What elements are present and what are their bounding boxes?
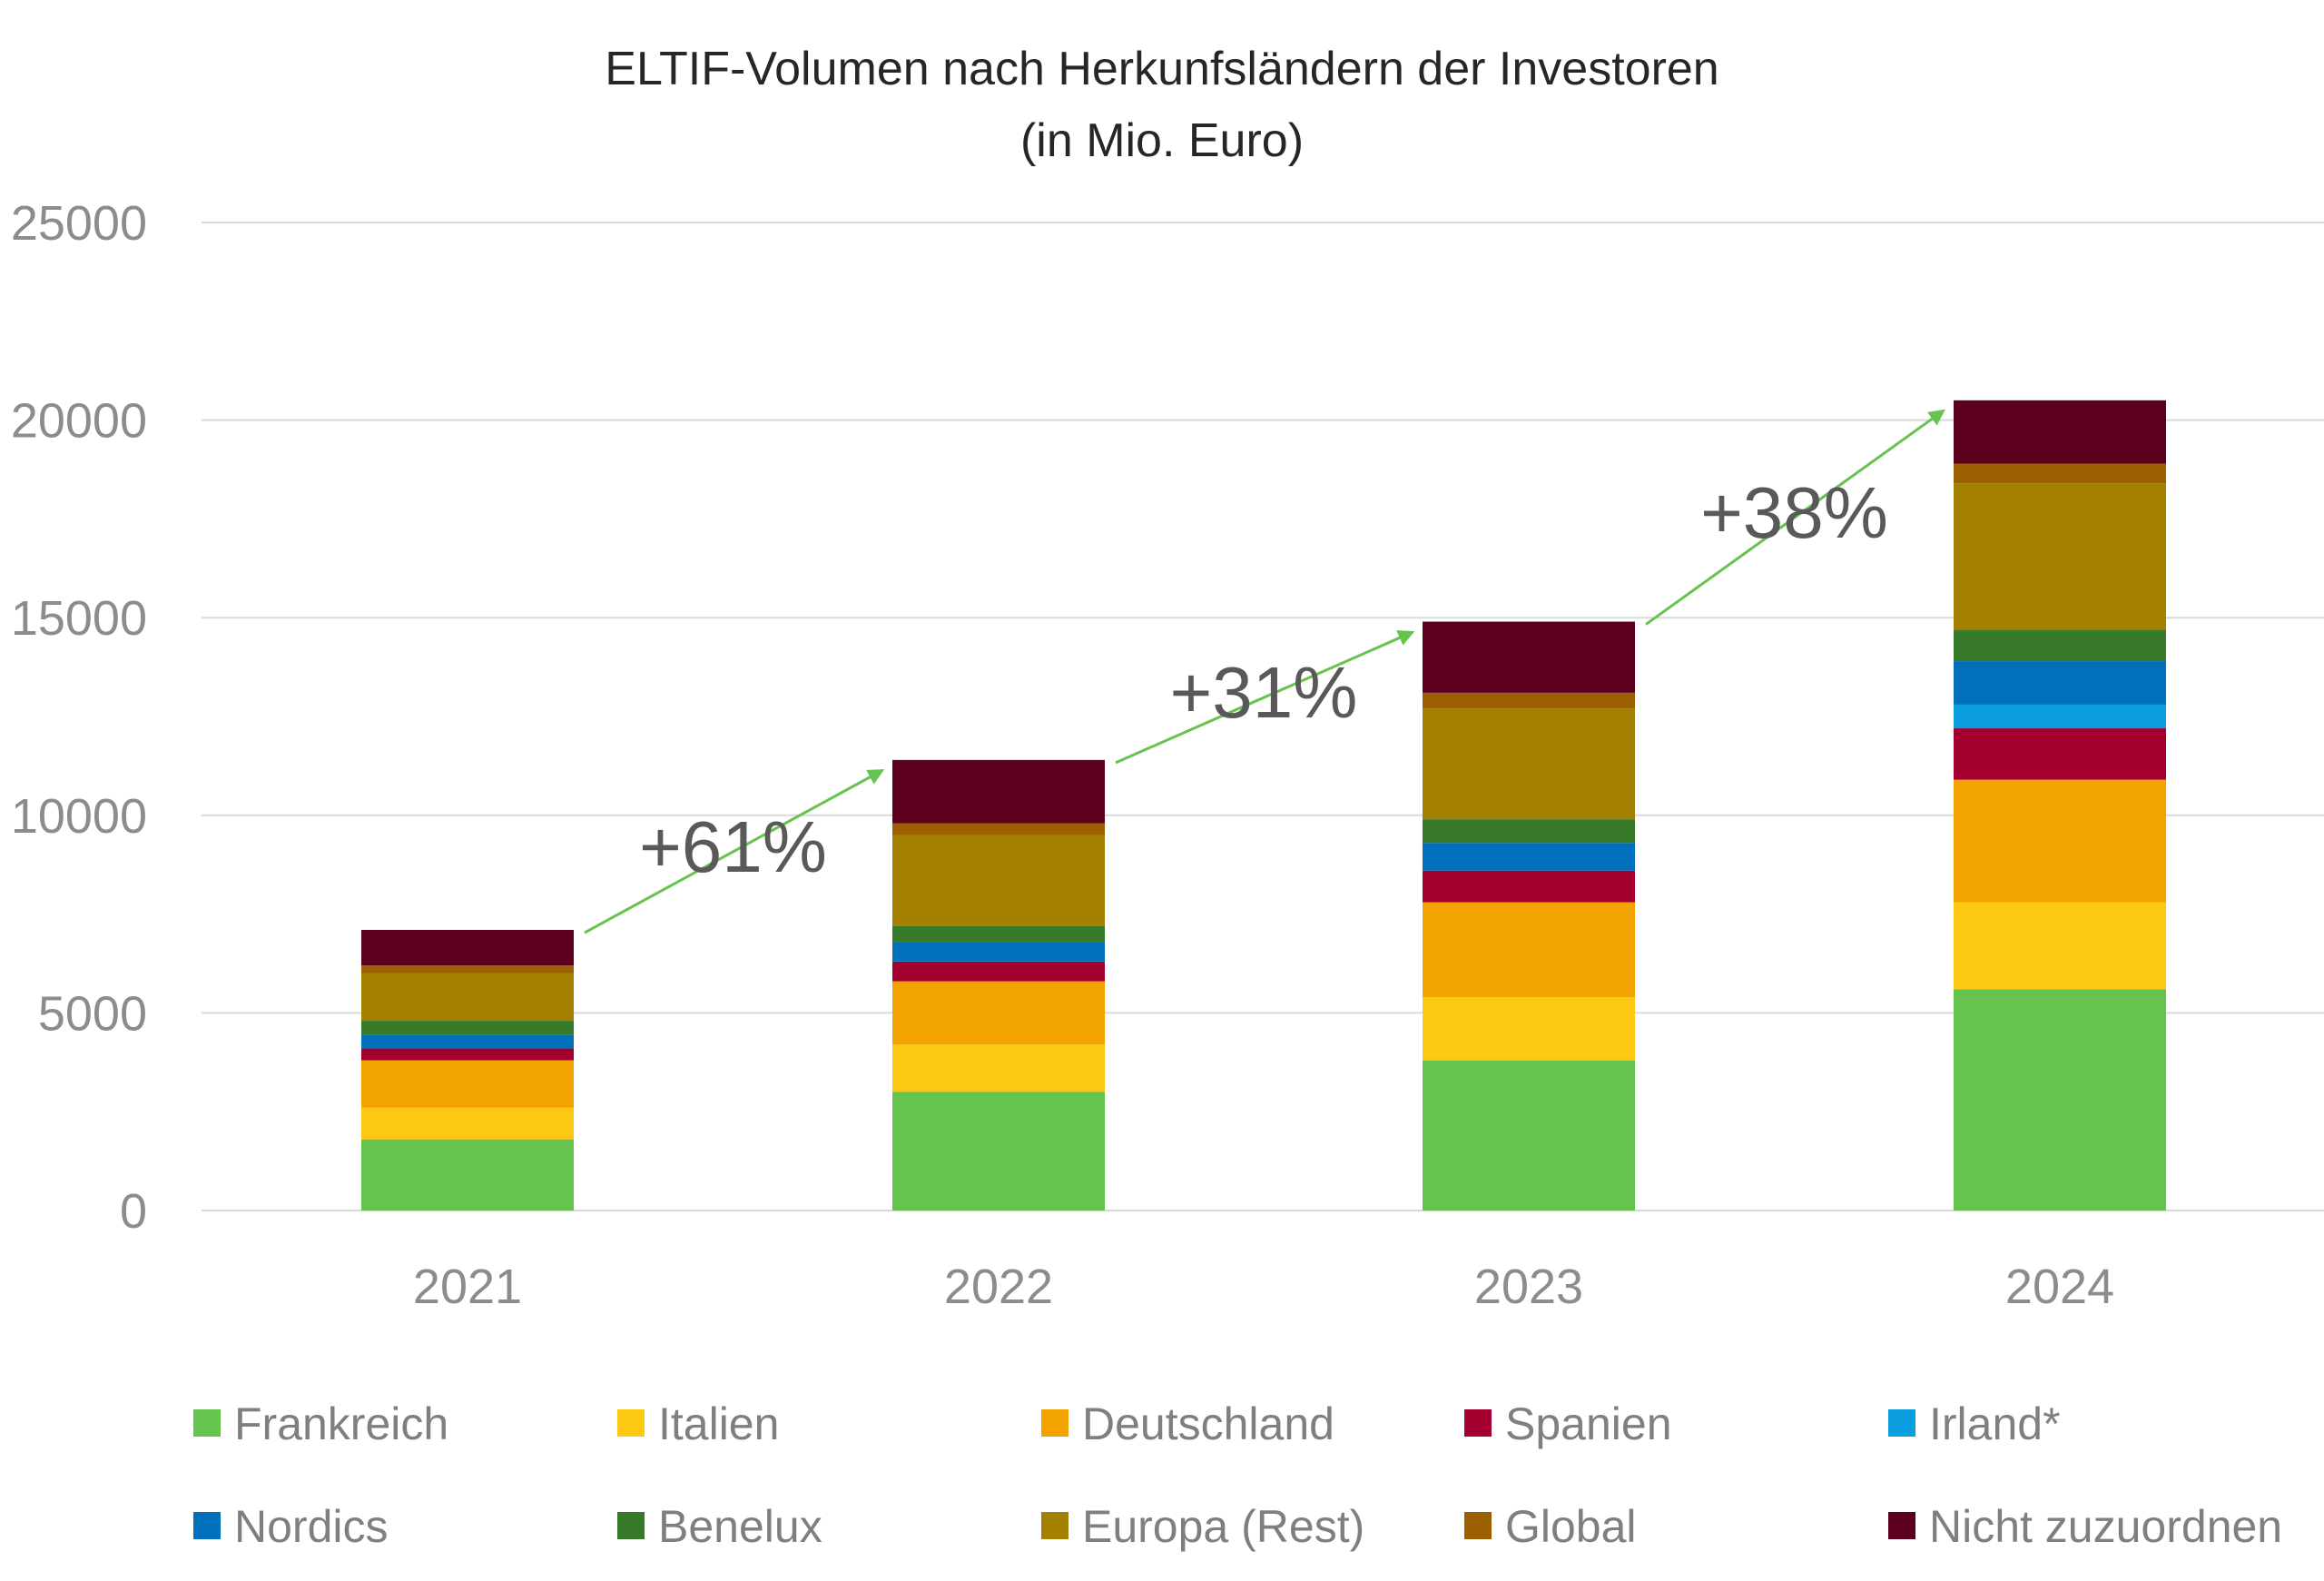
- y-axis-ticks: 0 5000 10000 15000 20000 25000: [11, 196, 147, 1239]
- bar-segment: [1954, 463, 2166, 484]
- legend-item: Nordics: [193, 1501, 388, 1552]
- bar-segment: [361, 1060, 574, 1108]
- bar-segment: [1954, 483, 2166, 630]
- bar-segment: [892, 1044, 1105, 1092]
- bar-segment: [361, 1139, 574, 1210]
- bar-segment: [1423, 819, 1635, 844]
- growth-label: +61%: [639, 806, 827, 887]
- y-tick-label: 15000: [11, 591, 147, 646]
- bar-segment: [1954, 629, 2166, 662]
- bar-segment: [892, 925, 1105, 943]
- growth-arrow: [584, 769, 885, 934]
- legend-item: Italien: [617, 1398, 779, 1449]
- growth-arrow: [1115, 630, 1415, 765]
- bar-segment: [1954, 728, 2166, 780]
- bar-segment: [892, 823, 1105, 835]
- x-tick-label: 2021: [413, 1260, 522, 1314]
- bar-segment: [361, 930, 574, 966]
- x-axis-ticks: 2021 2022 2023 2024: [413, 1260, 2114, 1314]
- bar-segment: [1954, 661, 2166, 705]
- legend-item: Frankreich: [193, 1398, 448, 1449]
- bar-segment: [361, 1048, 574, 1061]
- legend-swatch: [1041, 1409, 1068, 1437]
- bar-segment: [1954, 704, 2166, 729]
- bars: [361, 400, 2166, 1210]
- bar-segment: [1954, 779, 2166, 903]
- x-tick-label: 2022: [944, 1260, 1053, 1314]
- legend-label: Frankreich: [234, 1398, 448, 1449]
- y-tick-label: 5000: [38, 986, 147, 1041]
- legend-swatch: [193, 1512, 221, 1539]
- bar-segment: [1423, 1060, 1635, 1210]
- bar-segment: [1423, 708, 1635, 820]
- legend-swatch: [1041, 1512, 1068, 1539]
- bar-segment: [361, 1034, 574, 1049]
- bar-segment: [361, 965, 574, 973]
- legend-item: Irland*: [1888, 1398, 2061, 1449]
- growth-arrow: [1645, 409, 1945, 626]
- legend-label: Deutschland: [1082, 1398, 1334, 1449]
- legend-label: Nicht zuzuordnen: [1929, 1501, 2282, 1552]
- bar-segment: [1423, 692, 1635, 709]
- bar-segment: [892, 961, 1105, 982]
- legend-swatch: [193, 1409, 221, 1437]
- bar-segment: [892, 981, 1105, 1045]
- bar-segment: [1423, 902, 1635, 997]
- bar-segment: [1423, 870, 1635, 903]
- bar-segment: [1423, 996, 1635, 1061]
- legend-label: Europa (Rest): [1082, 1501, 1364, 1552]
- legend-swatch: [1888, 1512, 1915, 1539]
- legend-item: Nicht zuzuordnen: [1888, 1501, 2282, 1552]
- x-tick-label: 2023: [1474, 1260, 1583, 1314]
- legend-item: Global: [1464, 1501, 1637, 1552]
- bar-segment: [892, 942, 1105, 962]
- x-tick-label: 2024: [2005, 1260, 2114, 1314]
- bar-segment: [1423, 621, 1635, 693]
- bar-segment: [1954, 400, 2166, 464]
- chart-title: ELTIF-Volumen nach Herkunfsländern der I…: [605, 43, 1718, 95]
- y-tick-label: 0: [120, 1184, 147, 1239]
- y-tick-label: 20000: [11, 394, 147, 449]
- bar-segment: [892, 759, 1105, 824]
- y-tick-label: 25000: [11, 196, 147, 251]
- y-tick-label: 10000: [11, 789, 147, 844]
- legend-swatch: [617, 1512, 645, 1539]
- bar-segment: [1954, 989, 2166, 1210]
- bar-segment: [892, 1092, 1105, 1210]
- legend-item: Deutschland: [1041, 1398, 1334, 1449]
- legend-item: Spanien: [1464, 1398, 1672, 1449]
- bar-segment: [361, 1107, 574, 1140]
- legend-swatch: [1464, 1409, 1492, 1437]
- legend: Frankreich Italien Deutschland Spanien Irlan…: [193, 1398, 2282, 1552]
- legend-label: Global: [1505, 1501, 1637, 1552]
- growth-arrows: +61% +31% +38%: [584, 409, 1945, 934]
- bar-segment: [361, 973, 574, 1022]
- legend-label: Benelux: [658, 1501, 822, 1552]
- legend-label: Spanien: [1505, 1398, 1672, 1449]
- chart-subtitle: (in Mio. Euro): [1020, 114, 1304, 167]
- legend-label: Italien: [658, 1398, 779, 1449]
- growth-label: +31%: [1170, 652, 1358, 733]
- legend-swatch: [617, 1409, 645, 1437]
- legend-label: Irland*: [1929, 1398, 2061, 1449]
- legend-swatch: [1464, 1512, 1492, 1539]
- bar-segment: [361, 1021, 574, 1035]
- legend-item: Benelux: [617, 1501, 822, 1552]
- growth-label: +38%: [1700, 472, 1888, 553]
- bar-segment: [892, 835, 1105, 926]
- bar-segment: [1423, 843, 1635, 871]
- legend-swatch: [1888, 1409, 1915, 1437]
- legend-label: Nordics: [234, 1501, 388, 1552]
- bar-stack-2023: [1423, 621, 1635, 1210]
- bar-segment: [1954, 902, 2166, 990]
- bar-stack-2024: [1954, 400, 2166, 1210]
- legend-item: Europa (Rest): [1041, 1501, 1364, 1552]
- bar-stack-2021: [361, 930, 574, 1210]
- bar-stack-2022: [892, 759, 1105, 1210]
